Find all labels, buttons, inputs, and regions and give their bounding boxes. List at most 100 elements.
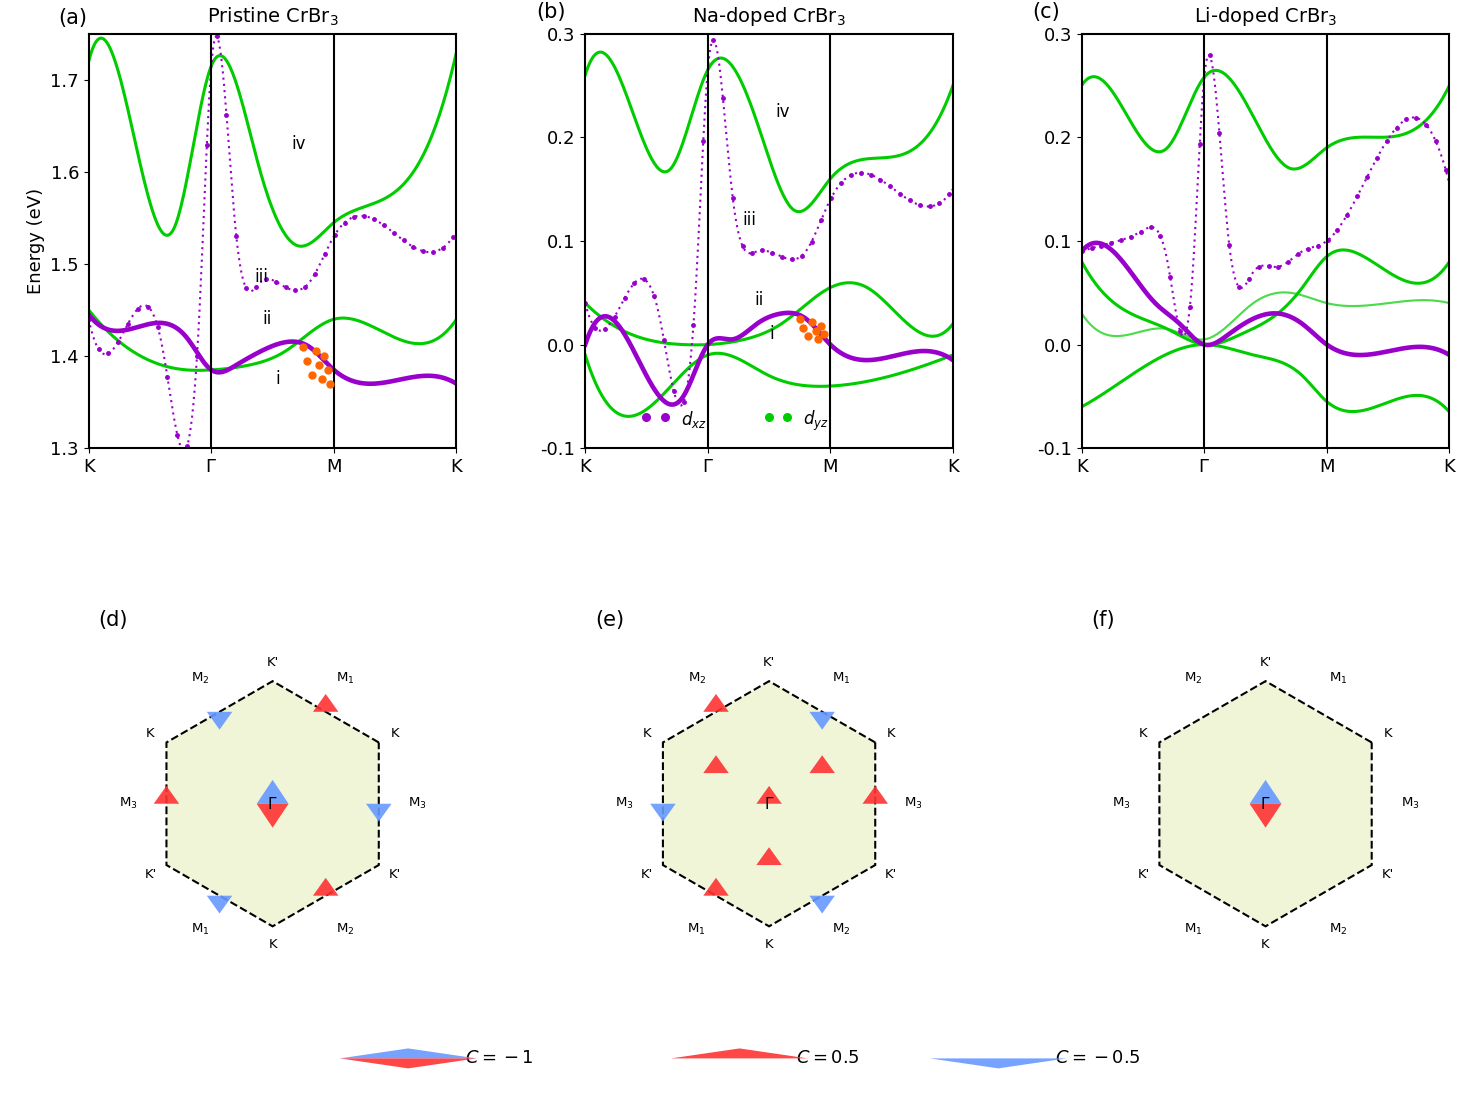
Text: K: K — [1262, 939, 1270, 951]
Point — [791, 319, 815, 337]
Text: K: K — [643, 727, 651, 739]
Point — [317, 361, 340, 379]
Polygon shape — [930, 1058, 1066, 1068]
Point — [812, 325, 836, 343]
Title: Li-doped CrBr$_3$: Li-doped CrBr$_3$ — [1194, 6, 1337, 28]
Text: K': K' — [266, 656, 278, 670]
Polygon shape — [1160, 681, 1371, 926]
Text: i: i — [769, 326, 774, 344]
Text: M$_3$: M$_3$ — [118, 796, 138, 811]
Text: M$_2$: M$_2$ — [1328, 922, 1347, 936]
Text: K: K — [1383, 727, 1392, 739]
Text: (d): (d) — [99, 610, 129, 629]
Polygon shape — [703, 755, 729, 773]
Polygon shape — [809, 712, 836, 729]
Text: M$_3$: M$_3$ — [408, 796, 426, 811]
Polygon shape — [671, 1048, 808, 1058]
Text: (e): (e) — [595, 610, 624, 629]
Title: Pristine CrBr$_3$: Pristine CrBr$_3$ — [207, 6, 339, 28]
Text: K': K' — [1137, 868, 1149, 880]
Text: K': K' — [145, 868, 157, 880]
Point — [775, 408, 799, 426]
Text: K: K — [390, 727, 399, 739]
Polygon shape — [1250, 804, 1281, 828]
Polygon shape — [862, 786, 887, 804]
Text: $\Gamma$: $\Gamma$ — [268, 795, 278, 812]
Text: iv: iv — [775, 103, 790, 121]
Polygon shape — [314, 878, 339, 896]
Text: $\Gamma$: $\Gamma$ — [1260, 795, 1270, 812]
Polygon shape — [257, 780, 288, 804]
Point — [809, 317, 833, 335]
Text: K': K' — [389, 868, 401, 880]
Polygon shape — [663, 681, 876, 926]
Polygon shape — [756, 786, 782, 804]
Text: K: K — [765, 939, 774, 951]
Text: $C = -0.5$: $C = -0.5$ — [1055, 1049, 1142, 1067]
Text: $d_{yz}$: $d_{yz}$ — [803, 409, 830, 433]
Y-axis label: Energy (eV): Energy (eV) — [27, 188, 44, 293]
Text: $\Gamma$: $\Gamma$ — [763, 795, 775, 812]
Point — [300, 365, 324, 383]
Polygon shape — [365, 804, 392, 822]
Text: K: K — [887, 727, 895, 739]
Text: ii: ii — [754, 291, 763, 309]
Point — [318, 375, 342, 393]
Polygon shape — [651, 804, 676, 822]
Text: K': K' — [1381, 868, 1393, 880]
Text: M$_1$: M$_1$ — [1328, 671, 1347, 687]
Polygon shape — [314, 694, 339, 712]
Polygon shape — [257, 804, 288, 828]
Text: iii: iii — [254, 269, 268, 287]
Text: (a): (a) — [58, 8, 87, 28]
Polygon shape — [703, 878, 729, 896]
Text: K': K' — [640, 868, 654, 880]
Text: K: K — [146, 727, 155, 739]
Polygon shape — [756, 847, 782, 865]
Text: M$_2$: M$_2$ — [336, 922, 353, 936]
Text: K': K' — [1260, 656, 1272, 670]
Text: M$_1$: M$_1$ — [833, 671, 850, 687]
Text: iii: iii — [742, 212, 756, 230]
Text: $d_{xz}$: $d_{xz}$ — [680, 410, 707, 430]
Text: M$_3$: M$_3$ — [1401, 796, 1420, 811]
Point — [803, 323, 827, 340]
Polygon shape — [809, 896, 836, 914]
Text: M$_3$: M$_3$ — [615, 796, 634, 811]
Point — [654, 408, 677, 426]
Point — [634, 408, 658, 426]
Polygon shape — [340, 1048, 476, 1058]
Polygon shape — [167, 681, 379, 926]
Text: K: K — [1139, 727, 1148, 739]
Title: Na-doped CrBr$_3$: Na-doped CrBr$_3$ — [692, 6, 846, 28]
Text: M$_1$: M$_1$ — [191, 922, 210, 936]
Point — [800, 312, 824, 330]
Polygon shape — [1250, 780, 1281, 804]
Point — [806, 330, 830, 348]
Text: iv: iv — [291, 134, 306, 152]
Text: i: i — [275, 370, 280, 388]
Point — [757, 408, 781, 426]
Point — [296, 352, 319, 370]
Point — [788, 310, 812, 328]
Polygon shape — [207, 712, 232, 729]
Text: (b): (b) — [537, 2, 565, 22]
Point — [797, 327, 821, 345]
Text: K: K — [268, 939, 277, 951]
Text: (c): (c) — [1032, 2, 1060, 22]
Text: ii: ii — [263, 310, 272, 328]
Point — [303, 343, 327, 361]
Text: M$_2$: M$_2$ — [1185, 671, 1202, 687]
Text: $C = 0.5$: $C = 0.5$ — [796, 1049, 861, 1067]
Text: M$_2$: M$_2$ — [833, 922, 850, 936]
Polygon shape — [207, 896, 232, 914]
Point — [312, 347, 336, 365]
Point — [308, 356, 331, 374]
Text: M$_1$: M$_1$ — [1185, 922, 1202, 936]
Text: M$_2$: M$_2$ — [688, 671, 705, 687]
Polygon shape — [154, 786, 179, 804]
Text: M$_1$: M$_1$ — [688, 922, 705, 936]
Text: K': K' — [884, 868, 898, 880]
Text: M$_1$: M$_1$ — [336, 671, 353, 687]
Polygon shape — [703, 694, 729, 712]
